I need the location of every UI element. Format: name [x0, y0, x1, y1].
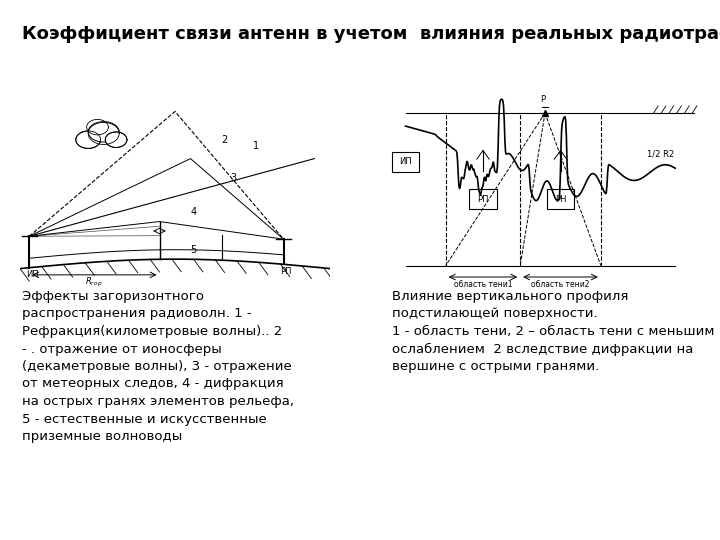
- FancyBboxPatch shape: [546, 190, 575, 210]
- Text: 3: 3: [231, 173, 237, 183]
- Text: $R_{гор}$: $R_{гор}$: [86, 276, 104, 289]
- Text: 1: 1: [253, 141, 258, 151]
- Text: 5: 5: [191, 245, 197, 255]
- Text: 2: 2: [222, 135, 228, 145]
- Ellipse shape: [105, 132, 127, 147]
- Text: Р: Р: [540, 94, 546, 104]
- FancyBboxPatch shape: [469, 190, 497, 210]
- Text: область тени1: область тени1: [454, 280, 512, 289]
- Text: область тени2: область тени2: [531, 280, 590, 289]
- Text: Эффекты загоризонтного
распространения радиоволн. 1 -
Рефракция(километровые вол: Эффекты загоризонтного распространения р…: [22, 290, 294, 443]
- Text: Коэффициент связи антенн в учетом  влияния реальных радиотрасс.: Коэффициент связи антенн в учетом влияни…: [22, 25, 720, 43]
- Ellipse shape: [89, 122, 120, 142]
- Text: РН: РН: [554, 195, 566, 204]
- Text: ИП: ИП: [26, 270, 39, 279]
- Text: РП: РП: [280, 267, 292, 276]
- FancyBboxPatch shape: [392, 152, 420, 172]
- Ellipse shape: [76, 131, 101, 148]
- Text: РП: РП: [477, 195, 489, 204]
- Text: 1/2 R2: 1/2 R2: [647, 149, 675, 158]
- Text: ИП: ИП: [399, 158, 412, 166]
- Text: Влияние вертикального профиля
подстилающей поверхности.
1 - область тени, 2 – об: Влияние вертикального профиля подстилающ…: [392, 290, 714, 373]
- Text: 4: 4: [191, 207, 197, 217]
